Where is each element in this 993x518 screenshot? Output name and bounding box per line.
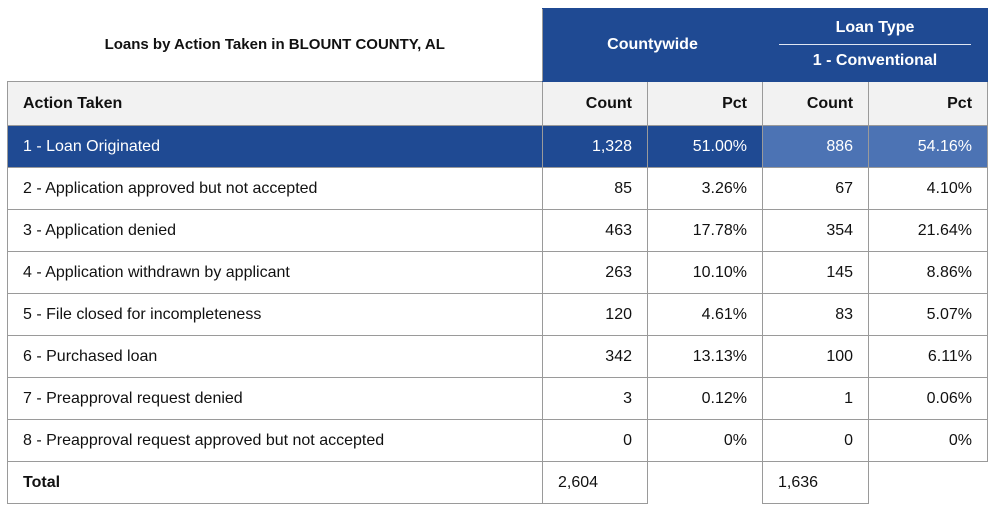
action-cell: 2 - Application approved but not accepte…: [7, 167, 543, 210]
loan-type-pct-cell: 6.11%: [868, 335, 989, 378]
loan-type-label: Loan Type: [779, 9, 972, 45]
loan-type-count-cell: 100: [762, 335, 870, 378]
loan-type-count-cell: 0: [762, 419, 870, 462]
action-cell: 7 - Preapproval request denied: [7, 377, 543, 420]
loan-type-group-header: Loan Type 1 - Conventional: [762, 8, 989, 82]
countywide-count-cell: 1,328: [542, 125, 648, 168]
table-title: Loans by Action Taken in BLOUNT COUNTY, …: [104, 36, 445, 54]
loan-type-total-count: 1,636: [762, 461, 870, 504]
action-cell: 3 - Application denied: [7, 209, 543, 252]
loan-type-count-cell: 886: [762, 125, 870, 168]
action-cell: 4 - Application withdrawn by applicant: [7, 251, 543, 294]
countywide-total-count: 2,604: [542, 461, 648, 504]
table-row[interactable]: 8 - Preapproval request approved but not…: [7, 419, 989, 462]
countywide-count-cell: 85: [542, 167, 648, 210]
table-row[interactable]: 5 - File closed for incompleteness 120 4…: [7, 293, 989, 336]
countywide-count-cell: 263: [542, 251, 648, 294]
loan-type-count-cell: 83: [762, 293, 870, 336]
action-cell: 5 - File closed for incompleteness: [7, 293, 543, 336]
countywide-count-cell: 120: [542, 293, 648, 336]
countywide-pct-cell: 4.61%: [646, 293, 764, 336]
loan-type-pct-cell: 0.06%: [868, 377, 989, 420]
loan-type-pct-cell: 4.10%: [868, 167, 989, 210]
table-row[interactable]: 4 - Application withdrawn by applicant 2…: [7, 251, 989, 294]
action-cell: 8 - Preapproval request approved but not…: [7, 419, 543, 462]
countywide-count-header[interactable]: Count: [542, 81, 648, 126]
action-cell: 6 - Purchased loan: [7, 335, 543, 378]
countywide-pct-cell: 51.00%: [646, 125, 764, 168]
countywide-pct-header[interactable]: Pct: [646, 81, 764, 126]
table-row[interactable]: 3 - Application denied 463 17.78% 354 21…: [7, 209, 989, 252]
column-header-row: Action Taken Count Pct Count Pct: [7, 81, 989, 126]
total-row: Total 2,604 1,636: [7, 461, 988, 504]
countywide-pct-cell: 13.13%: [646, 335, 764, 378]
loan-type-pct-cell: 5.07%: [868, 293, 989, 336]
empty-cell: [647, 461, 763, 504]
countywide-pct-cell: 10.10%: [646, 251, 764, 294]
loan-type-count-cell: 354: [762, 209, 870, 252]
table-row[interactable]: 6 - Purchased loan 342 13.13% 100 6.11%: [7, 335, 989, 378]
loan-type-count-cell: 67: [762, 167, 870, 210]
action-taken-header[interactable]: Action Taken: [7, 81, 543, 126]
countywide-count-cell: 342: [542, 335, 648, 378]
countywide-pct-cell: 0%: [646, 419, 764, 462]
action-cell: 1 - Loan Originated: [7, 125, 543, 168]
table-row[interactable]: 7 - Preapproval request denied 3 0.12% 1…: [7, 377, 989, 420]
countywide-pct-cell: 3.26%: [646, 167, 764, 210]
table-row[interactable]: 2 - Application approved but not accepte…: [7, 167, 989, 210]
table-title-row: Loans by Action Taken in BLOUNT COUNTY, …: [8, 8, 989, 82]
loan-type-count-cell: 145: [762, 251, 870, 294]
loan-type-pct-cell: 8.86%: [868, 251, 989, 294]
countywide-count-cell: 463: [542, 209, 648, 252]
loan-type-count-header[interactable]: Count: [762, 81, 870, 126]
loan-type-value: 1 - Conventional: [812, 52, 938, 69]
loan-type-pct-cell: 54.16%: [868, 125, 989, 168]
countywide-group-header: Countywide: [541, 8, 764, 82]
loan-type-pct-header[interactable]: Pct: [868, 81, 989, 126]
countywide-count-cell: 0: [542, 419, 648, 462]
loan-type-count-cell: 1: [762, 377, 870, 420]
loan-type-pct-cell: 0%: [868, 419, 989, 462]
loan-type-pct-cell: 21.64%: [868, 209, 989, 252]
countywide-pct-cell: 17.78%: [646, 209, 764, 252]
loans-table: Loans by Action Taken in BLOUNT COUNTY, …: [7, 8, 989, 504]
table-row[interactable]: 1 - Loan Originated 1,328 51.00% 886 54.…: [7, 125, 989, 168]
countywide-count-cell: 3: [542, 377, 648, 420]
total-label: Total: [7, 461, 543, 504]
empty-cell: [868, 461, 988, 504]
countywide-pct-cell: 0.12%: [646, 377, 764, 420]
